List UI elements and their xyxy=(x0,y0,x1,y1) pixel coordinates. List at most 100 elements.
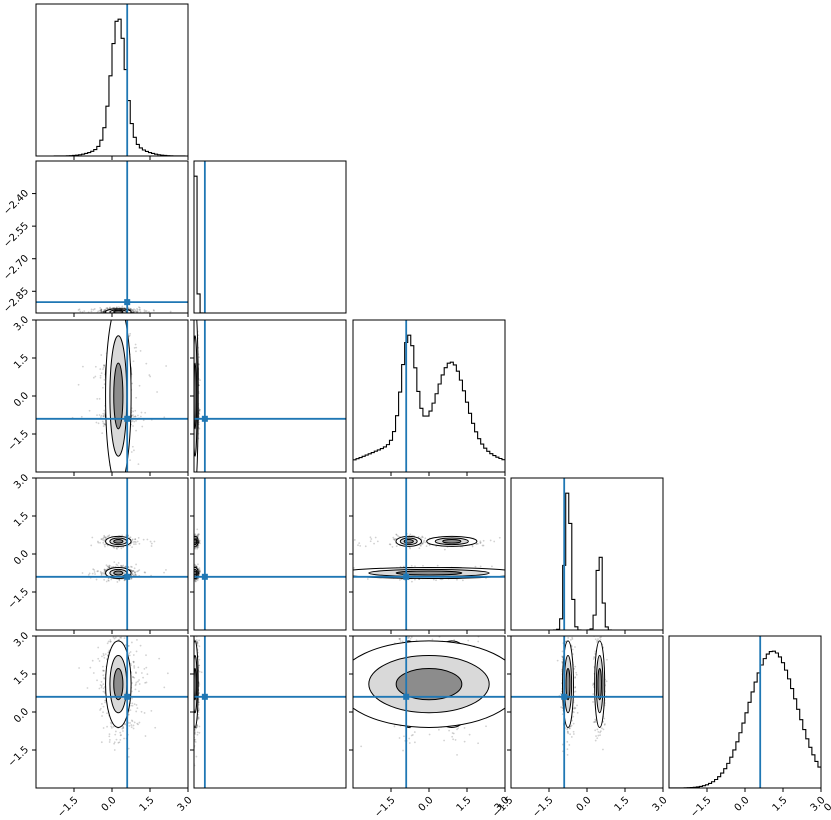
sample-point xyxy=(131,314,133,316)
sample-point xyxy=(192,541,194,543)
sample-point xyxy=(194,580,197,583)
sample-point xyxy=(133,543,135,546)
sample-point xyxy=(104,308,107,311)
sample-point xyxy=(192,413,194,415)
sample-point xyxy=(195,565,197,567)
density-contour xyxy=(194,570,197,576)
sample-point xyxy=(133,571,136,574)
sample-point xyxy=(192,416,194,418)
sample-point xyxy=(194,546,197,549)
sample-point xyxy=(191,545,193,547)
sample-point xyxy=(192,431,194,433)
sample-point xyxy=(131,539,133,542)
sample-point xyxy=(343,567,345,569)
sample-point xyxy=(192,578,194,580)
sample-point xyxy=(139,350,142,352)
sample-point xyxy=(102,425,105,427)
sample-point xyxy=(124,565,127,568)
sample-point xyxy=(192,573,194,575)
sample-point xyxy=(102,314,104,316)
sample-point xyxy=(189,572,191,574)
sample-point xyxy=(192,407,194,409)
sample-point xyxy=(191,539,193,541)
sample-point xyxy=(192,362,194,364)
sample-point xyxy=(192,542,194,544)
sample-point xyxy=(103,568,106,571)
sample-point xyxy=(116,547,118,550)
sample-point xyxy=(191,542,193,544)
sample-point xyxy=(135,346,138,349)
sample-point xyxy=(101,538,103,541)
sample-point xyxy=(116,314,118,316)
sample-point xyxy=(115,315,117,317)
sample-point xyxy=(129,308,132,310)
sample-point xyxy=(122,315,124,317)
sample-point xyxy=(104,313,106,315)
sample-point xyxy=(194,510,196,512)
sample-point xyxy=(127,314,129,316)
sample-point xyxy=(121,315,123,317)
sample-point xyxy=(194,533,196,536)
sample-point xyxy=(105,580,108,583)
sample-point xyxy=(394,538,397,540)
sample-point xyxy=(104,543,107,546)
sample-point xyxy=(135,314,137,316)
sample-point xyxy=(190,387,192,389)
sample-point xyxy=(138,308,141,311)
sample-point xyxy=(108,566,111,569)
sample-point xyxy=(192,389,194,391)
sample-point xyxy=(103,536,105,539)
sample-point xyxy=(197,544,200,547)
sample-point xyxy=(194,499,196,501)
sample-point xyxy=(102,541,105,544)
sample-point xyxy=(192,475,194,477)
sample-point xyxy=(192,419,194,421)
sample-point xyxy=(107,577,110,580)
sample-point xyxy=(109,314,111,316)
sample-point xyxy=(194,580,197,583)
sample-point xyxy=(120,318,122,320)
sample-point xyxy=(191,572,193,574)
density-contour xyxy=(113,539,124,544)
sample-point xyxy=(152,309,155,311)
sample-point xyxy=(191,543,193,545)
sample-point xyxy=(132,410,135,413)
sample-point xyxy=(117,315,119,317)
sample-point xyxy=(191,419,193,421)
sample-point xyxy=(190,378,192,380)
sample-point xyxy=(191,535,193,537)
sample-point xyxy=(111,566,113,568)
sample-point xyxy=(102,572,105,575)
sample-point xyxy=(191,574,193,576)
sample-point xyxy=(103,578,106,581)
sample-point xyxy=(191,378,193,380)
sample-point xyxy=(108,476,110,478)
sample-point xyxy=(99,374,102,377)
sample-point xyxy=(102,310,105,313)
sample-point xyxy=(119,316,121,318)
sample-point xyxy=(103,364,105,367)
sample-point xyxy=(108,534,111,537)
sample-point xyxy=(134,538,137,541)
sample-point xyxy=(132,425,134,427)
sample-point xyxy=(101,420,104,423)
sample-point xyxy=(119,314,121,316)
sample-point xyxy=(100,309,103,312)
sample-point xyxy=(192,570,194,572)
sample-point xyxy=(196,545,199,548)
sample-point xyxy=(191,412,193,414)
sample-point xyxy=(138,306,140,309)
sample-point xyxy=(140,411,143,414)
sample-point xyxy=(191,413,193,415)
sample-point xyxy=(192,346,194,348)
sample-point xyxy=(132,309,135,312)
sample-point xyxy=(120,565,122,567)
hist-panel-4 xyxy=(669,636,821,789)
sample-point xyxy=(192,573,194,575)
sample-point xyxy=(196,546,199,549)
sample-point xyxy=(191,361,193,363)
sample-point xyxy=(131,308,133,311)
sample-point xyxy=(134,343,137,346)
sample-point xyxy=(129,332,132,335)
sample-point xyxy=(134,538,137,541)
